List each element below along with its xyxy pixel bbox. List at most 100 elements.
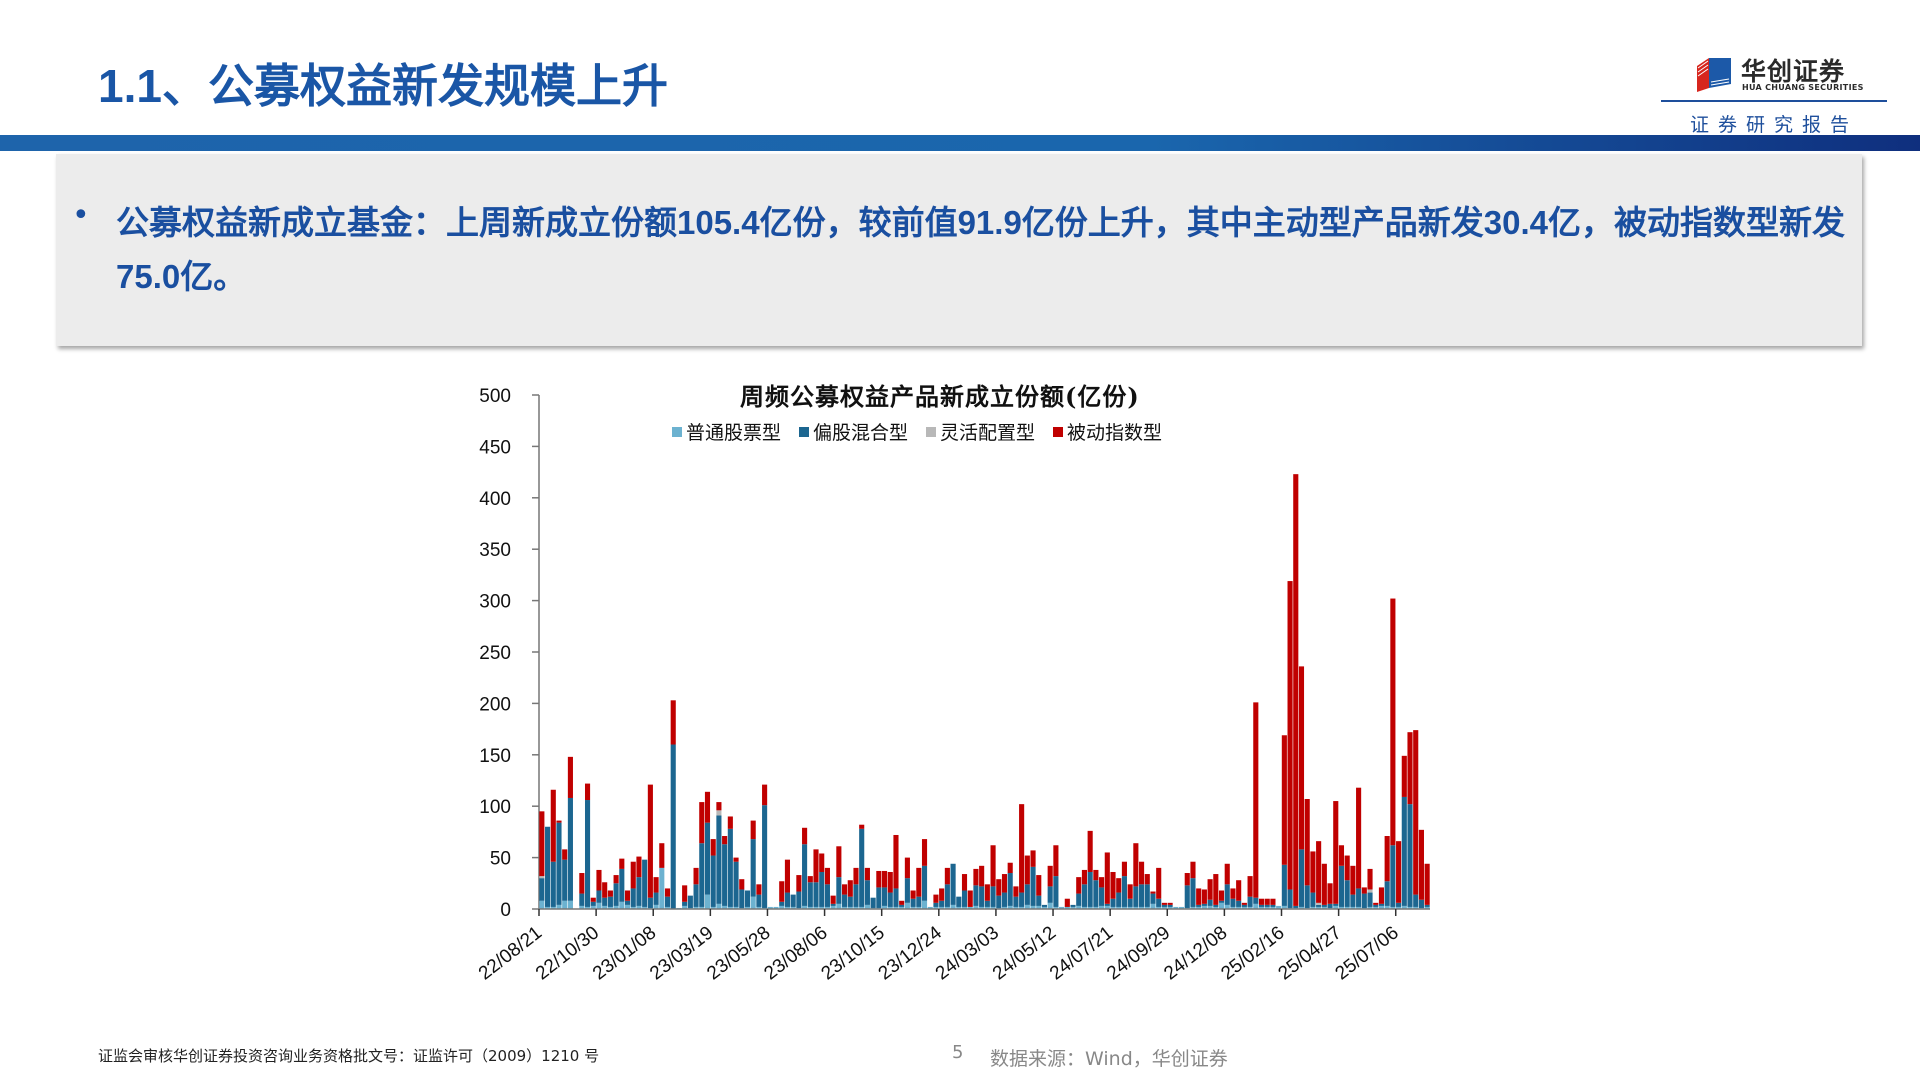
y-tick-label: 50: [490, 849, 511, 870]
bar-segment: [1093, 869, 1099, 881]
bar-segment: [733, 906, 739, 909]
bar-segment: [1373, 902, 1379, 905]
bar-segment: [693, 884, 699, 907]
bar-segment: [1036, 905, 1042, 909]
bar-segment: [1361, 893, 1367, 908]
bar-segment: [1110, 906, 1116, 909]
bar-segment: [1321, 906, 1327, 909]
bar-segment: [921, 839, 928, 866]
bar-segment: [1338, 906, 1345, 909]
bar-segment: [1281, 905, 1287, 909]
bar-segment: [1184, 885, 1190, 908]
bar-segment: [1184, 873, 1190, 886]
bar-segment: [899, 906, 905, 909]
bar-segment: [619, 868, 625, 902]
bar-segment: [784, 859, 791, 893]
bar-segment: [567, 900, 573, 909]
bar-segment: [807, 882, 813, 907]
bar-segment: [950, 904, 956, 909]
bar-segment: [1224, 884, 1230, 905]
bar-segment: [1213, 904, 1219, 907]
bar-segment: [584, 783, 591, 801]
bar-segment: [556, 904, 562, 909]
bar-segment: [1350, 894, 1356, 907]
bar-segment: [699, 906, 705, 909]
bar-segment: [756, 906, 762, 909]
bar-segment: [1196, 888, 1202, 905]
bar-segment: [847, 906, 853, 909]
bar-segment: [1367, 892, 1373, 907]
bar-segment: [596, 902, 602, 909]
bar-segment: [1258, 898, 1265, 905]
bar-segment: [659, 867, 665, 909]
bar-segment: [1344, 880, 1350, 907]
logo-chinese-name: 华创证券: [1741, 57, 1846, 86]
bar-segment: [1316, 904, 1322, 907]
bar-segment: [973, 905, 979, 909]
bar-segment: [590, 897, 596, 902]
bar-segment: [1396, 906, 1402, 909]
bar-segment: [784, 906, 791, 909]
bar-segment: [1024, 904, 1030, 909]
bar-segment: [1367, 906, 1373, 909]
bar-segment: [1418, 899, 1424, 908]
bar-segment: [979, 865, 985, 887]
chart-legend: 普通股票型 偏股混合型 灵活配置型 被动指数型: [672, 418, 1162, 445]
y-tick-label: 500: [479, 386, 511, 407]
legend-swatch-icon: [1053, 426, 1064, 437]
bar-segment: [773, 906, 779, 909]
bar-segment: [842, 894, 848, 907]
bar-segment: [1207, 899, 1213, 906]
bar-segment: [1144, 874, 1150, 885]
bar-segment: [1270, 904, 1276, 907]
bar-segment: [1247, 906, 1253, 909]
y-tick-label: 350: [479, 540, 511, 561]
bar-segment: [1213, 874, 1219, 905]
bar-segment: [716, 903, 722, 909]
bar-segment: [1087, 871, 1093, 907]
company-logo: 华创证券 HUA CHUANG SECURITIES: [1695, 50, 1865, 96]
bar-segment: [1304, 799, 1310, 886]
bar-segment: [1007, 873, 1013, 906]
bar-segment: [567, 756, 573, 798]
bullet-icon: •: [72, 198, 90, 233]
bar-segment: [1407, 732, 1413, 805]
bar-segment: [836, 877, 842, 904]
bar-segment: [802, 905, 808, 909]
bar-segment: [590, 901, 596, 906]
bar-segment: [1156, 906, 1162, 909]
bar-segment: [973, 868, 979, 886]
bar-segment: [1076, 893, 1082, 906]
bar-segment: [899, 904, 905, 907]
bar-segment: [1019, 892, 1025, 907]
bar-segment: [1247, 896, 1253, 907]
legend-label: 被动指数型: [1067, 422, 1163, 444]
bar-segment: [744, 890, 751, 907]
bar-segment: [813, 906, 819, 909]
bar-segment: [1196, 906, 1202, 909]
bar-segment: [859, 906, 865, 909]
bar-segment: [1264, 898, 1270, 905]
bar-segment: [733, 861, 739, 907]
bar-segment: [1253, 702, 1259, 898]
bar-segment: [1241, 902, 1247, 905]
bar-segment: [636, 877, 642, 906]
bar-segment: [682, 901, 688, 906]
bar-segment: [996, 895, 1002, 908]
bar-segment: [613, 875, 619, 884]
bar-segment: [881, 887, 888, 906]
bar-segment: [1030, 905, 1036, 909]
y-tick-label: 250: [479, 643, 511, 664]
bar-segment: [956, 906, 962, 909]
y-tick-label: 300: [479, 592, 511, 613]
bar-segment: [630, 906, 636, 909]
bar-segment: [1413, 730, 1419, 895]
bar-segment: [939, 906, 945, 909]
legend-label: 偏股混合型: [813, 422, 909, 444]
bar-segment: [596, 890, 602, 903]
x-tick-label: 24/05/12: [989, 922, 1060, 984]
bar-segment: [1230, 898, 1236, 907]
bar-segment: [944, 884, 950, 907]
bar-segment: [1247, 876, 1253, 897]
